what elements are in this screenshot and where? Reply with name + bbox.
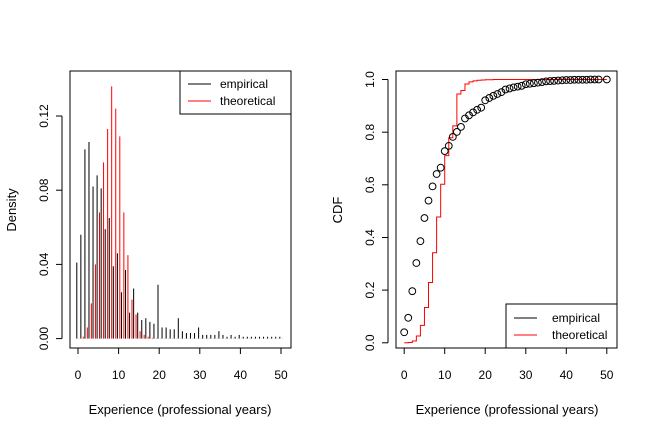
cdf-x-tick-label: 10: [438, 368, 452, 382]
cdf-x-tick-labels: 0 10 20 30 40 50: [401, 368, 614, 382]
cdf-empirical-point: [440, 147, 449, 156]
cdf-empirical-point: [477, 103, 486, 112]
cdf-empirical-point: [452, 128, 461, 136]
cdf-y-tick-label: 0.4: [363, 229, 377, 246]
density-x-tick-label: 30: [193, 368, 207, 382]
density-y-tick-label: 0.12: [37, 104, 51, 128]
cdf-x-tick-label: 40: [560, 368, 574, 382]
cdf-y-tick-labels: 0.0 0.2 0.4 0.6 0.8 1.0: [363, 71, 377, 351]
cdf-empirical-point: [436, 163, 445, 172]
cdf-empirical-point: [400, 328, 409, 337]
cdf-y-axis-title: CDF: [330, 197, 345, 224]
cdf-empirical-point: [501, 85, 510, 94]
cdf-empirical-point: [574, 75, 583, 84]
cdf-empirical-point: [517, 81, 526, 90]
cdf-empirical-point: [538, 78, 546, 87]
density-x-tick-labels: 0 10 20 30 40 50: [75, 368, 288, 382]
cdf-empirical-point: [404, 313, 413, 322]
cdf-empirical-point: [542, 77, 550, 86]
cdf-empirical-point: [497, 88, 506, 97]
cdf-empirical-point: [582, 75, 591, 84]
cdf-empirical-point: [602, 75, 611, 84]
density-legend-theoretical-label: theoretical: [220, 94, 275, 108]
cdf-empirical-point: [554, 76, 563, 85]
density-legend-empirical-label: empirical: [220, 77, 268, 91]
cdf-empirical-point: [473, 105, 482, 114]
cdf-empirical-point: [469, 108, 477, 117]
cdf-x-axis-title: Experience (professional years): [416, 402, 599, 417]
cdf-legend-empirical-label: empirical: [552, 311, 600, 325]
cdf-empirical-point: [590, 75, 599, 84]
cdf-empirical-point: [493, 90, 502, 98]
cdf-x-tick-label: 20: [479, 368, 493, 382]
cdf-empirical-point: [570, 75, 579, 84]
cdf-empirical-point: [408, 287, 417, 296]
cdf-empirical-point: [550, 76, 559, 85]
cdf-empirical-point: [457, 122, 465, 131]
cdf-x-ticks: [403, 348, 608, 354]
cdf-empirical-point: [420, 214, 429, 222]
density-legend: empirical theoretical: [179, 70, 292, 115]
cdf-empirical-point: [416, 237, 425, 246]
cdf-empirical-point: [521, 80, 530, 89]
cdf-x-tick-label: 30: [519, 368, 533, 382]
cdf-marks: [400, 75, 611, 344]
cdf-empirical-point: [444, 141, 453, 150]
cdf-x-tick-label: 50: [600, 368, 614, 382]
density-y-tick-label: 0.04: [37, 252, 51, 276]
density-y-tick-label: 0.08: [37, 178, 51, 202]
cdf-empirical-point: [513, 82, 522, 91]
cdf-legend: empirical theoretical: [505, 303, 618, 349]
cdf-empirical-point: [594, 75, 603, 84]
cdf-empirical-point: [428, 182, 437, 191]
cdf-empirical-point: [562, 76, 571, 84]
cdf-x-tick-label: 0: [401, 368, 408, 382]
cdf-empirical-point: [586, 75, 595, 84]
density-panel: 0 10 20 30 40 50 Experience (professiona…: [4, 70, 292, 417]
cdf-theoretical-step-line: [404, 79, 607, 344]
density-x-axis-title: Experience (professional years): [89, 402, 272, 417]
cdf-empirical-point: [578, 75, 587, 84]
density-x-ticks: [77, 348, 282, 354]
cdf-y-tick-label: 0.0: [363, 334, 377, 351]
density-x-tick-label: 50: [274, 368, 288, 382]
density-x-tick-label: 20: [153, 368, 167, 382]
cdf-empirical-point: [546, 77, 554, 85]
cdf-empirical-point: [448, 133, 457, 141]
cdf-empirical-point: [566, 76, 575, 84]
density-x-tick-label: 40: [234, 368, 248, 382]
cdf-empirical-point: [432, 170, 441, 178]
density-bars: [76, 86, 283, 339]
cdf-empirical-point: [505, 84, 514, 93]
cdf-empirical-point: [558, 76, 567, 85]
density-y-axis-title: Density: [4, 188, 19, 232]
density-y-ticks: [56, 115, 62, 340]
cdf-empirical-point: [525, 79, 534, 88]
cdf-empirical-point: [489, 91, 498, 100]
density-y-tick-labels: 0.00 0.04 0.08 0.12: [37, 104, 51, 350]
cdf-panel: 0 10 20 30 40 50 Experience (professiona…: [330, 70, 618, 417]
cdf-y-ticks: [382, 79, 388, 344]
density-x-tick-label: 10: [112, 368, 126, 382]
cdf-empirical-point: [412, 259, 421, 267]
cdf-empirical-point: [485, 94, 494, 102]
cdf-y-tick-label: 0.8: [363, 124, 377, 141]
cdf-legend-box: [505, 303, 618, 349]
density-y-tick-label: 0.00: [37, 327, 51, 351]
cdf-empirical-point: [529, 79, 538, 88]
density-x-tick-label: 0: [75, 368, 82, 382]
cdf-y-tick-label: 0.2: [363, 281, 377, 298]
cdf-empirical-point: [509, 83, 518, 92]
cdf-y-tick-label: 1.0: [363, 71, 377, 88]
cdf-empirical-point: [424, 196, 433, 205]
cdf-empirical-point: [534, 78, 542, 87]
cdf-empirical-point: [481, 96, 490, 105]
cdf-legend-theoretical-label: theoretical: [552, 328, 607, 342]
density-legend-box: [179, 70, 292, 115]
cdf-y-tick-label: 0.6: [363, 176, 377, 193]
